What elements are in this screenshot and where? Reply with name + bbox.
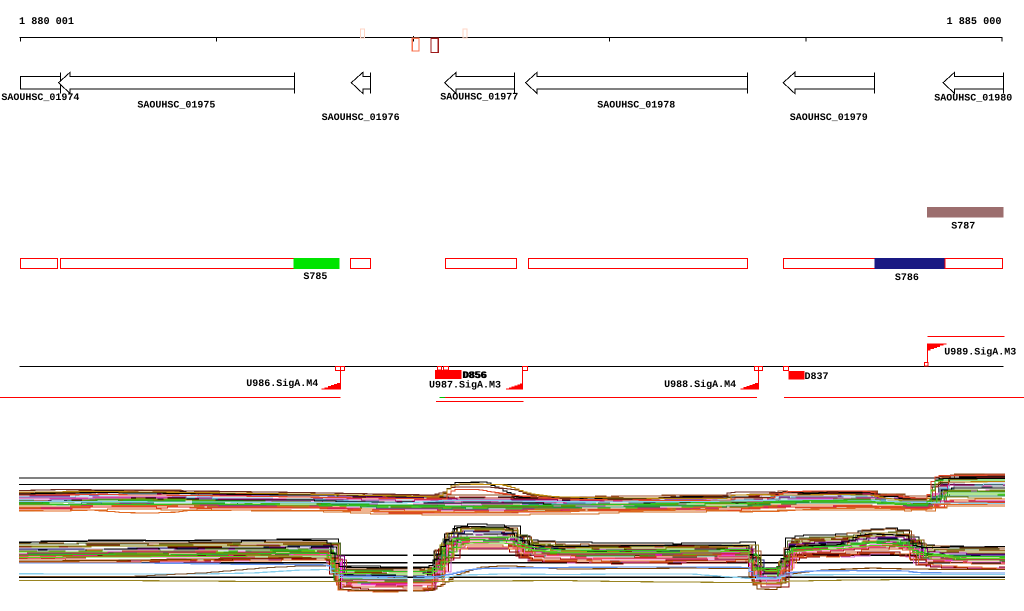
svg-text:S787: S787 bbox=[951, 221, 975, 232]
svg-text:1 885 000: 1 885 000 bbox=[946, 17, 1001, 28]
svg-text:SAOUHSC_01980: SAOUHSC_01980 bbox=[934, 93, 1012, 104]
svg-text:SAOUHSC_01978: SAOUHSC_01978 bbox=[597, 101, 675, 112]
svg-text:D837: D837 bbox=[805, 372, 829, 383]
svg-text:D856: D856 bbox=[463, 371, 487, 382]
svg-text:U987.SigA.M3: U987.SigA.M3 bbox=[429, 379, 501, 391]
svg-text:SAOUHSC_01974: SAOUHSC_01974 bbox=[1, 93, 79, 104]
svg-text:SAOUHSC_01979: SAOUHSC_01979 bbox=[790, 113, 868, 124]
svg-text:SAOUHSC_01975: SAOUHSC_01975 bbox=[137, 101, 215, 112]
svg-text:1 880 001: 1 880 001 bbox=[19, 17, 74, 28]
svg-text:SAOUHSC_01977: SAOUHSC_01977 bbox=[440, 93, 518, 104]
svg-text:U986.SigA.M4: U986.SigA.M4 bbox=[246, 378, 318, 390]
svg-text:U989.SigA.M3: U989.SigA.M3 bbox=[944, 347, 1016, 359]
svg-text:U988.SigA.M4: U988.SigA.M4 bbox=[664, 379, 736, 391]
svg-text:S785: S785 bbox=[303, 272, 327, 283]
svg-text:S786: S786 bbox=[895, 273, 919, 284]
svg-text:D856: D856 bbox=[462, 371, 486, 382]
svg-text:SAOUHSC_01976: SAOUHSC_01976 bbox=[322, 113, 400, 124]
